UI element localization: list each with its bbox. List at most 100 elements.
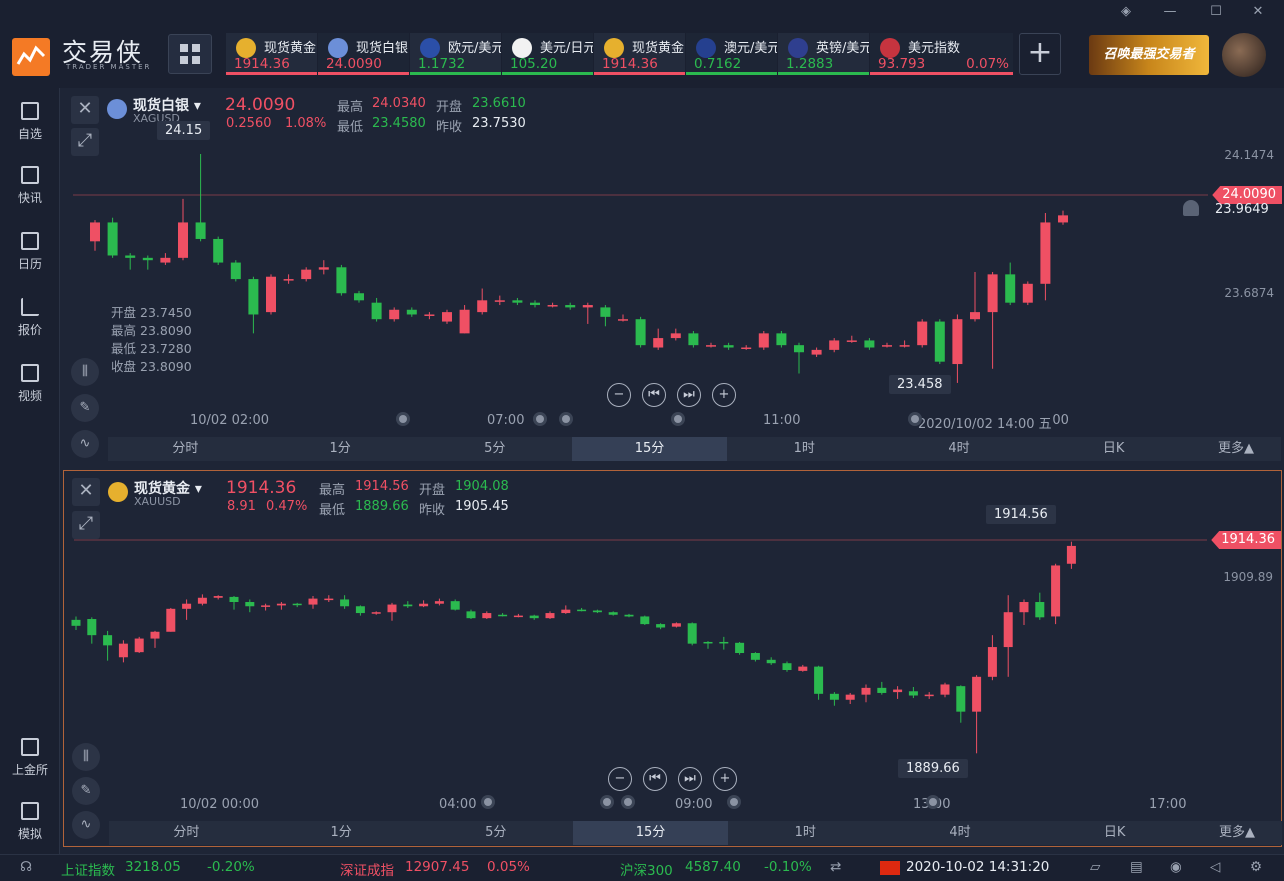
candle-type-icon[interactable]: ⫼ <box>72 743 100 771</box>
ticker-item[interactable]: 美元指数 93.793 0.07% <box>870 33 1013 75</box>
indicator-icon[interactable]: ∿ <box>72 811 100 839</box>
add-ticker-button[interactable]: + <box>1019 33 1061 75</box>
high-label: 最高 <box>337 100 364 115</box>
scroll-start-button[interactable]: ⏮ <box>643 767 667 791</box>
translate-icon[interactable]: ⇄ <box>830 859 842 875</box>
time-marker-dot[interactable] <box>926 795 940 809</box>
close-button[interactable]: ✕ <box>1252 4 1264 19</box>
candlestick-chart[interactable] <box>63 88 1282 466</box>
zoom-in-button[interactable]: + <box>713 767 737 791</box>
maximize-button[interactable]: ☐ <box>1210 4 1222 19</box>
expand-panel-button[interactable]: ⤢ <box>71 128 99 156</box>
tab-timeframe[interactable]: 15分 <box>573 821 728 845</box>
candle <box>424 312 435 320</box>
tab-timeframe[interactable]: 4时 <box>949 825 971 840</box>
close-panel-button[interactable]: ✕ <box>71 96 99 124</box>
tab-timeframe[interactable]: 分时 <box>172 441 199 456</box>
tab-timeframe[interactable]: 更多▲ <box>1219 825 1256 840</box>
scroll-end-button[interactable]: ⏭ <box>678 767 702 791</box>
sidebar-item-sge[interactable]: 上金所 <box>0 738 60 778</box>
time-marker-dot[interactable] <box>533 412 547 426</box>
index-name[interactable]: 沪深300 <box>620 863 673 879</box>
scroll-start-button[interactable]: ⏮ <box>642 383 666 407</box>
support-headset-icon[interactable]: ☊ <box>20 859 32 875</box>
index-name[interactable]: 深证成指 <box>340 863 394 879</box>
crosshair-time-label: 2020/10/02 14:00 五 <box>918 413 1052 432</box>
tab-timeframe[interactable]: 1分 <box>329 441 351 456</box>
ticker-name: 欧元/美元 <box>448 41 501 56</box>
alert-bell-icon[interactable] <box>1183 200 1199 216</box>
time-marker-dot[interactable] <box>396 412 410 426</box>
avatar[interactable] <box>1222 33 1266 77</box>
low-value: 1889.66 <box>355 499 409 514</box>
tab-timeframe[interactable]: 5分 <box>485 825 507 840</box>
sidebar-item-watchlist[interactable]: 自选 <box>0 102 60 142</box>
time-marker-dot[interactable] <box>481 795 495 809</box>
ticker-item[interactable]: 现货黄金 1914.36 <box>594 33 685 75</box>
ticker-item[interactable]: 英镑/美元 1.2883 <box>778 33 869 75</box>
draw-pen-icon[interactable]: ✎ <box>71 394 99 422</box>
prev-close-label: 昨收 <box>436 120 463 135</box>
ticker-name: 美元指数 <box>908 41 961 56</box>
ticker-item[interactable]: 澳元/美元 0.7162 <box>686 33 777 75</box>
time-marker-dot[interactable] <box>559 412 573 426</box>
x-axis-label: 09:00 <box>675 797 713 812</box>
candle <box>125 253 136 270</box>
symbol-name[interactable]: 现货黄金 ▾ <box>134 481 202 497</box>
expand-panel-button[interactable]: ⤢ <box>72 511 100 539</box>
zoom-out-button[interactable]: − <box>607 383 631 407</box>
time-marker-dot[interactable] <box>727 795 741 809</box>
mute-icon[interactable]: ◁ <box>1210 859 1221 875</box>
sidebar-item-simulate[interactable]: 模拟 <box>0 802 60 842</box>
layout-grid-button[interactable] <box>168 34 212 74</box>
zoom-out-button[interactable]: − <box>608 767 632 791</box>
sidebar-item-quotes[interactable]: 报价 <box>0 298 60 338</box>
no-network-icon[interactable]: ▱ <box>1090 859 1101 875</box>
settings-icon[interactable]: ◈ <box>1121 4 1131 19</box>
minimize-button[interactable]: — <box>1163 4 1177 19</box>
news-icon <box>21 166 39 184</box>
camera-icon[interactable]: ◉ <box>1170 859 1182 875</box>
ticker-item[interactable]: 美元/日元 105.20 <box>502 33 593 75</box>
ticker-item[interactable]: 欧元/美元 1.1732 <box>410 33 501 75</box>
time-marker-dot[interactable] <box>908 412 922 426</box>
time-marker-dot[interactable] <box>671 412 685 426</box>
current-price-tag: 1914.36 <box>1211 531 1281 549</box>
open-label: 开盘 <box>419 483 446 498</box>
zoom-in-button[interactable]: + <box>712 383 736 407</box>
low-label: 最低 <box>319 503 346 518</box>
time-marker-dot[interactable] <box>600 795 614 809</box>
tab-timeframe[interactable]: 4时 <box>948 441 970 456</box>
candle-type-icon[interactable]: ⫼ <box>71 358 99 386</box>
candle <box>354 290 364 303</box>
layout-icon[interactable]: ▤ <box>1130 859 1143 875</box>
promo-banner[interactable]: 召唤最强交易者 <box>1089 35 1209 75</box>
candle <box>178 198 188 261</box>
scroll-end-button[interactable]: ⏭ <box>677 383 701 407</box>
close-panel-button[interactable]: ✕ <box>72 478 100 506</box>
wallet-icon <box>21 802 39 820</box>
ticker-item[interactable]: 现货黄金 1914.36 <box>226 33 317 75</box>
tab-timeframe[interactable]: 更多▲ <box>1218 441 1255 456</box>
sidebar-item-video[interactable]: 视频 <box>0 364 60 404</box>
draw-pen-icon[interactable]: ✎ <box>72 777 100 805</box>
tab-timeframe[interactable]: 日K <box>1103 825 1126 840</box>
tab-timeframe[interactable]: 日K <box>1102 441 1125 456</box>
tab-timeframe[interactable]: 15分 <box>572 437 727 461</box>
x-axis-label: 17:00 <box>1149 797 1187 812</box>
tab-timeframe[interactable]: 分时 <box>173 825 200 840</box>
settings-icon[interactable]: ⚙ <box>1250 859 1263 875</box>
tab-timeframe[interactable]: 1分 <box>330 825 352 840</box>
time-marker-dot[interactable] <box>621 795 635 809</box>
tab-timeframe[interactable]: 1时 <box>794 825 816 840</box>
index-name[interactable]: 上证指数 <box>61 863 115 879</box>
candle <box>1040 213 1051 301</box>
sidebar-item-news[interactable]: 快讯 <box>0 166 60 206</box>
tab-timeframe[interactable]: 1时 <box>793 441 815 456</box>
ticker-item[interactable]: 现货白银 24.0090 <box>318 33 409 75</box>
indicator-icon[interactable]: ∿ <box>71 430 99 458</box>
tab-timeframe[interactable]: 5分 <box>484 441 506 456</box>
symbol-name[interactable]: 现货白银 ▾ <box>133 98 201 114</box>
sidebar-item-calendar[interactable]: 日历 <box>0 232 60 272</box>
candlestick-chart[interactable] <box>64 471 1281 846</box>
